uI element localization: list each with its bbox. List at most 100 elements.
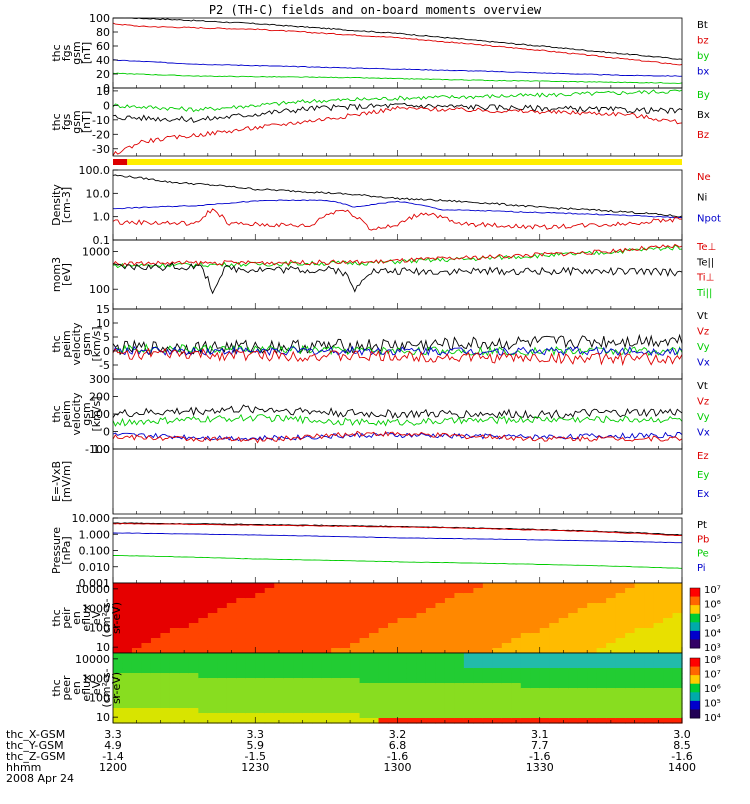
heatmap-cell bbox=[378, 643, 389, 649]
legend-label: Ey bbox=[697, 470, 709, 481]
heatmap-cell bbox=[331, 653, 342, 659]
heatmap-cell bbox=[406, 678, 418, 684]
heatmap-cell bbox=[416, 708, 427, 714]
footer-value: -1.6 bbox=[671, 750, 692, 763]
heatmap-cell bbox=[425, 613, 437, 619]
heatmap-cell bbox=[644, 588, 655, 594]
heatmap-cell bbox=[406, 608, 418, 614]
heatmap-cell bbox=[587, 623, 598, 629]
heatmap-cell bbox=[217, 603, 228, 609]
heatmap-cell bbox=[207, 628, 218, 634]
heatmap-cell bbox=[587, 658, 598, 664]
heatmap-cell bbox=[302, 618, 313, 624]
heatmap-cell bbox=[388, 628, 399, 634]
heatmap-cell bbox=[274, 613, 285, 619]
heatmap-cell bbox=[217, 608, 228, 614]
heatmap-cell bbox=[312, 703, 323, 709]
heatmap-cell bbox=[596, 638, 607, 644]
y-tick-label: 1.000 bbox=[79, 528, 111, 541]
legend-label: bx bbox=[697, 67, 709, 78]
heatmap-cell bbox=[625, 713, 636, 719]
heatmap-cell bbox=[122, 703, 133, 709]
heatmap-cell bbox=[511, 683, 522, 689]
heatmap-cell bbox=[169, 588, 180, 594]
heatmap-cell bbox=[340, 688, 351, 694]
colorbar-frame bbox=[689, 587, 701, 649]
heatmap-cell bbox=[207, 598, 218, 604]
heatmap-cell bbox=[435, 598, 446, 604]
heatmap-cell bbox=[255, 613, 266, 619]
footer-value: 1330 bbox=[526, 761, 554, 774]
heatmap-cell bbox=[302, 668, 313, 674]
heatmap-cell bbox=[369, 613, 380, 619]
heatmap-cell bbox=[340, 608, 351, 614]
heatmap-cell bbox=[463, 708, 474, 714]
heatmap-cell bbox=[131, 653, 143, 659]
heatmap-cell bbox=[245, 648, 256, 654]
heatmap-cell bbox=[416, 713, 427, 719]
heatmap-cell bbox=[217, 633, 228, 639]
heatmap-cell bbox=[587, 613, 598, 619]
heatmap-cell bbox=[388, 653, 399, 659]
heatmap-cell bbox=[644, 638, 655, 644]
heatmap-cell bbox=[530, 708, 541, 714]
heatmap-cell bbox=[207, 648, 218, 654]
heatmap-cell bbox=[217, 713, 228, 719]
heatmap-cell bbox=[150, 718, 162, 724]
heatmap-cell bbox=[207, 603, 218, 609]
heatmap-cell bbox=[539, 583, 550, 589]
heatmap-cell bbox=[321, 643, 332, 649]
series-line-vt bbox=[112, 404, 683, 420]
heatmap-cell bbox=[416, 718, 427, 724]
heatmap-cell bbox=[388, 608, 399, 614]
heatmap-cell bbox=[625, 688, 636, 694]
heatmap-cell bbox=[283, 613, 294, 619]
heatmap-cell bbox=[141, 718, 152, 724]
heatmap-cell bbox=[663, 688, 674, 694]
heatmap-cell bbox=[473, 653, 484, 659]
heatmap-cell bbox=[198, 608, 209, 614]
heatmap-cell bbox=[615, 623, 626, 629]
heatmap-cell bbox=[302, 688, 313, 694]
heatmap-cell bbox=[264, 683, 275, 689]
heatmap-cell bbox=[625, 598, 636, 604]
heatmap-cell bbox=[653, 708, 664, 714]
heatmap-cell bbox=[406, 633, 418, 639]
heatmap-cell bbox=[236, 663, 247, 669]
heatmap-cell bbox=[331, 583, 342, 589]
heatmap-cell bbox=[672, 718, 683, 724]
heatmap-cell bbox=[425, 593, 437, 599]
heatmap-cell bbox=[236, 613, 247, 619]
heatmap-cell bbox=[663, 613, 674, 619]
heatmap-cell bbox=[577, 613, 588, 619]
heatmap-cell bbox=[264, 703, 275, 709]
heatmap-cell bbox=[169, 703, 180, 709]
heatmap-cell bbox=[406, 588, 418, 594]
heatmap-cell bbox=[198, 708, 209, 714]
heatmap-cell bbox=[141, 583, 152, 589]
heatmap-cell bbox=[122, 613, 133, 619]
heatmap-cell bbox=[340, 663, 351, 669]
heatmap-cell bbox=[549, 658, 560, 664]
heatmap-cell bbox=[644, 683, 655, 689]
heatmap-cell bbox=[378, 638, 389, 644]
heatmap-cell bbox=[122, 718, 133, 724]
heatmap-cell bbox=[141, 628, 152, 634]
legend-label: by bbox=[697, 51, 709, 62]
heatmap-cell bbox=[169, 683, 180, 689]
y-axis-label: Density[cm-3] bbox=[50, 184, 73, 226]
heatmap-cell bbox=[501, 708, 512, 714]
heatmap-cell bbox=[511, 713, 522, 719]
heatmap-cell bbox=[463, 653, 474, 659]
heatmap-cell bbox=[568, 708, 579, 714]
heatmap-cell bbox=[549, 593, 560, 599]
heatmap-cell bbox=[501, 628, 512, 634]
heatmap-cell bbox=[444, 713, 455, 719]
heatmap-cell bbox=[350, 638, 361, 644]
heatmap-cell bbox=[568, 713, 579, 719]
heatmap-cell bbox=[350, 708, 361, 714]
heatmap-cell bbox=[625, 593, 636, 599]
heatmap-cell bbox=[653, 693, 664, 699]
heatmap-cell bbox=[644, 618, 655, 624]
